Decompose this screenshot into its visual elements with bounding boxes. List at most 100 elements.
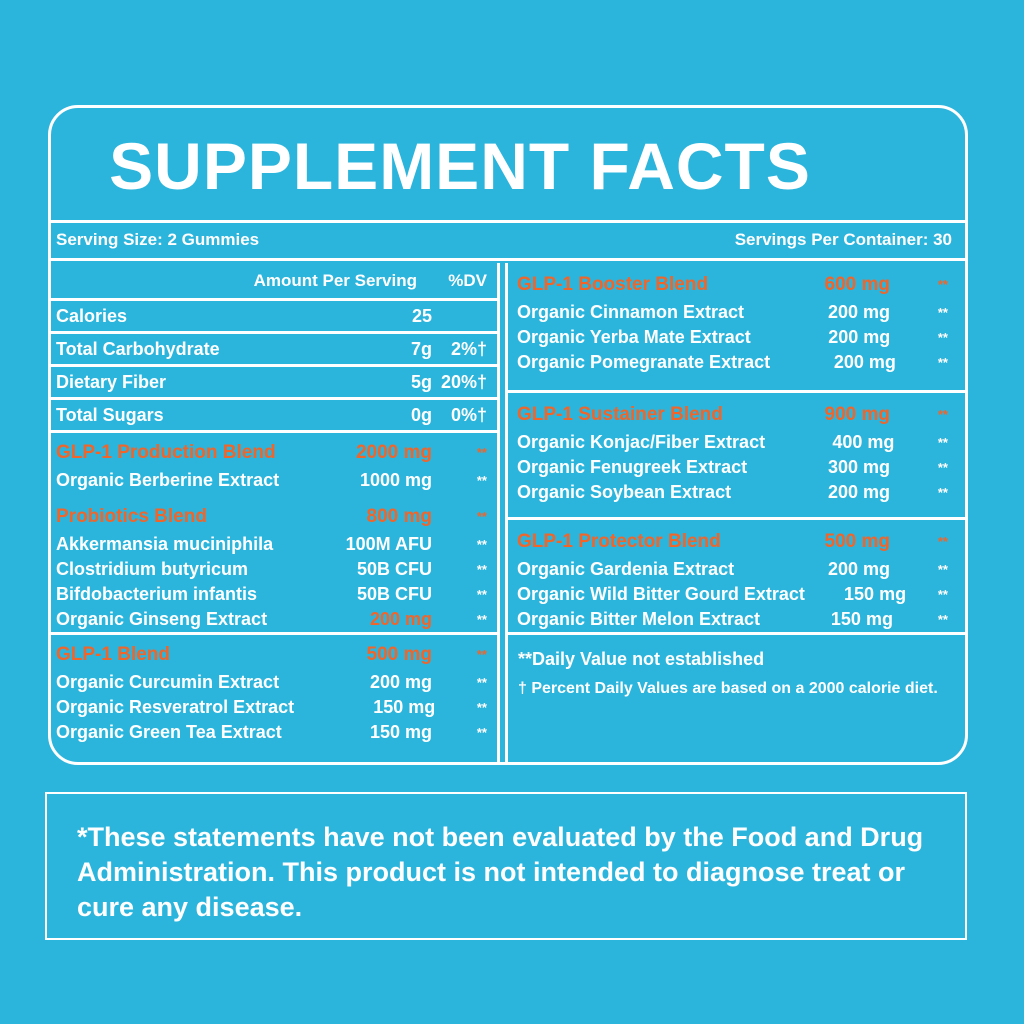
ingredient-row-dv: **: [476, 537, 487, 552]
right-column: GLP-1 Booster Blend 600 mg ** Organic Cinna…: [505, 263, 968, 762]
nutrient-row-dv: 20%†: [440, 371, 487, 392]
blend-section: GLP-1 Booster Blend 600 mg ** Organic Cinna…: [508, 263, 968, 390]
ingredient-row-dv: **: [937, 355, 948, 370]
blend-header-name: GLP-1 Booster Blend: [517, 273, 709, 295]
disclaimer: *These statements have not been evaluate…: [45, 792, 967, 940]
ingredient-row-name: Organic Bitter Melon Extract: [517, 609, 761, 629]
nutrient-row-name: Calories: [56, 305, 128, 326]
nutrient-row-amount: 25: [411, 305, 432, 326]
ingredient-row-name: Organic Pomegranate Extract: [517, 352, 771, 372]
facts-panel: [48, 105, 968, 765]
blend-header: GLP-1 Blend 500 mg **: [48, 639, 497, 670]
ingredient-row: Organic Wild Bitter Gourd Extract 150 mg *…: [508, 582, 968, 607]
blend-header-name: GLP-1 Sustainer Blend: [517, 403, 723, 425]
blend-header-name: GLP-1 Protector Blend: [517, 530, 721, 552]
nutrient-row-name: Dietary Fiber: [56, 371, 167, 392]
ingredient-row-dv: **: [937, 587, 948, 602]
ingredient-row-name: Organic Cinnamon Extract: [517, 302, 745, 322]
ingredient-row: Organic Fenugreek Extract 300 mg **: [508, 455, 968, 480]
nutrient-row: Total Carbohydrate 7g 2%†: [48, 331, 497, 364]
ingredient-row-name: Bifdobacterium infantis: [56, 584, 258, 604]
ingredient-row: Organic Yerba Mate Extract 200 mg **: [508, 325, 968, 350]
divider: [48, 258, 968, 261]
ingredient-row-amount: 200 mg: [833, 352, 896, 372]
ingredient-row-name: Organic Gardenia Extract: [517, 559, 735, 579]
ingredient-row-dv: **: [476, 612, 487, 627]
header-amount: Amount Per Serving: [253, 270, 417, 290]
ingredient-row-dv: **: [476, 587, 487, 602]
blend-header-dv: **: [937, 277, 948, 292]
ingredient-row-amount: 200 mg: [827, 302, 890, 322]
nutrient-row-amount: 5g: [410, 371, 432, 392]
ingredient-row-name: Organic Wild Bitter Gourd Extract: [517, 584, 805, 604]
ingredient-row: Organic Ginseng Extract 200 mg **: [48, 607, 497, 632]
ingredient-row: Organic Resveratrol Extract 150 mg **: [48, 695, 497, 720]
note: † Percent Daily Values are based on a 20…: [518, 680, 938, 697]
ingredient-row-name: Organic Ginseng Extract: [56, 609, 268, 629]
ingredient-row-name: Organic Fenugreek Extract: [517, 457, 748, 477]
ingredient-row-dv: **: [937, 305, 948, 320]
ingredient-row-amount: 50B CFU: [356, 584, 432, 604]
nutrient-row-name: Total Sugars: [56, 404, 164, 425]
title: SUPPLEMENT FACTS: [109, 129, 811, 203]
ingredient-row-amount: 400 mg: [832, 432, 895, 452]
ingredient-row-name: Organic Curcumin Extract: [56, 672, 280, 692]
ingredient-row: Akkermansia muciniphila 100M AFU **: [48, 532, 497, 557]
blend-header-dv: **: [476, 509, 487, 524]
nutrient-row: Dietary Fiber 5g 20%†: [48, 364, 497, 397]
ingredient-row-amount: 200 mg: [827, 482, 890, 502]
ingredient-row: Organic Green Tea Extract 150 mg **: [48, 720, 497, 745]
blend-section: GLP-1 Blend 500 mg ** Organic Curcumin Extr…: [48, 632, 497, 762]
ingredient-row-amount: 100M AFU: [345, 534, 432, 554]
ingredient-row-dv: **: [937, 330, 948, 345]
serving-size: Serving Size: 2 Gummies: [56, 230, 260, 249]
ingredient-row-name: Organic Resveratrol Extract: [56, 697, 295, 717]
nutrient-row-amount: 7g: [410, 338, 432, 359]
ingredient-row-name: Organic Berberine Extract: [56, 470, 280, 490]
ingredient-row-amount: 1000 mg: [359, 470, 432, 490]
left-column: Amount Per Serving %DV Calories 25 Total Car…: [48, 263, 500, 762]
blend-header: GLP-1 Sustainer Blend 900 mg **: [508, 399, 968, 430]
blend-header: GLP-1 Protector Blend 500 mg **: [508, 526, 968, 557]
ingredient-row-name: Organic Yerba Mate Extract: [517, 327, 751, 347]
blend-header-name: GLP-1 Production Blend: [56, 441, 276, 463]
ingredient-row-dv: **: [937, 612, 948, 627]
divider: [48, 220, 968, 223]
blend-header: Probiotics Blend 800 mg **: [48, 501, 497, 532]
blend-header-amount: 500 mg: [824, 530, 890, 552]
ingredient-row: Organic Curcumin Extract 200 mg **: [48, 670, 497, 695]
blend-header-dv: **: [937, 407, 948, 422]
blend-section: GLP-1 Protector Blend 500 mg ** Organic Gar…: [508, 517, 968, 632]
ingredient-row: Organic Berberine Extract 1000 mg **: [48, 468, 497, 493]
ingredient-row: Organic Pomegranate Extract 200 mg **: [508, 350, 968, 375]
ingredient-row-amount: 200 mg: [369, 609, 432, 629]
ingredient-row-amount: 150 mg: [830, 609, 893, 629]
ingredient-row-amount: 150 mg: [844, 584, 907, 604]
ingredient-row-dv: **: [476, 473, 487, 488]
ingredient-row: Organic Cinnamon Extract 200 mg **: [508, 300, 968, 325]
ingredient-row-amount: 200 mg: [369, 672, 432, 692]
nutrient-row-amount: 0g: [410, 404, 432, 425]
blend-header: GLP-1 Booster Blend 600 mg **: [508, 269, 968, 300]
blend-header-amount: 900 mg: [824, 403, 890, 425]
ingredient-row-amount: 150 mg: [373, 697, 436, 717]
notes: **Daily Value not established † Percent D…: [508, 632, 968, 762]
nutrient-row-dv: 0%†: [450, 404, 487, 425]
blend-header-amount: 600 mg: [824, 273, 890, 295]
nutrient-row-dv: 2%†: [450, 338, 487, 359]
nutrient-row: Calories 25: [48, 298, 497, 331]
nutrient-row-name: Total Carbohydrate: [56, 338, 220, 359]
ingredient-row-dv: **: [937, 562, 948, 577]
blend-header-amount: 500 mg: [366, 643, 432, 665]
ingredient-row: Clostridium butyricum 50B CFU **: [48, 557, 497, 582]
nutrient-row: Total Sugars 0g 0%†: [48, 397, 497, 430]
ingredient-row-amount: 150 mg: [369, 722, 432, 742]
blend-header-name: GLP-1 Blend: [56, 643, 171, 665]
ingredient-row-amount: 300 mg: [827, 457, 890, 477]
ingredient-row-dv: **: [937, 435, 948, 450]
ingredient-row-dv: **: [937, 485, 948, 500]
ingredient-row-amount: 200 mg: [828, 327, 891, 347]
blend-header-dv: **: [476, 647, 487, 662]
blend-header-dv: **: [476, 445, 487, 460]
